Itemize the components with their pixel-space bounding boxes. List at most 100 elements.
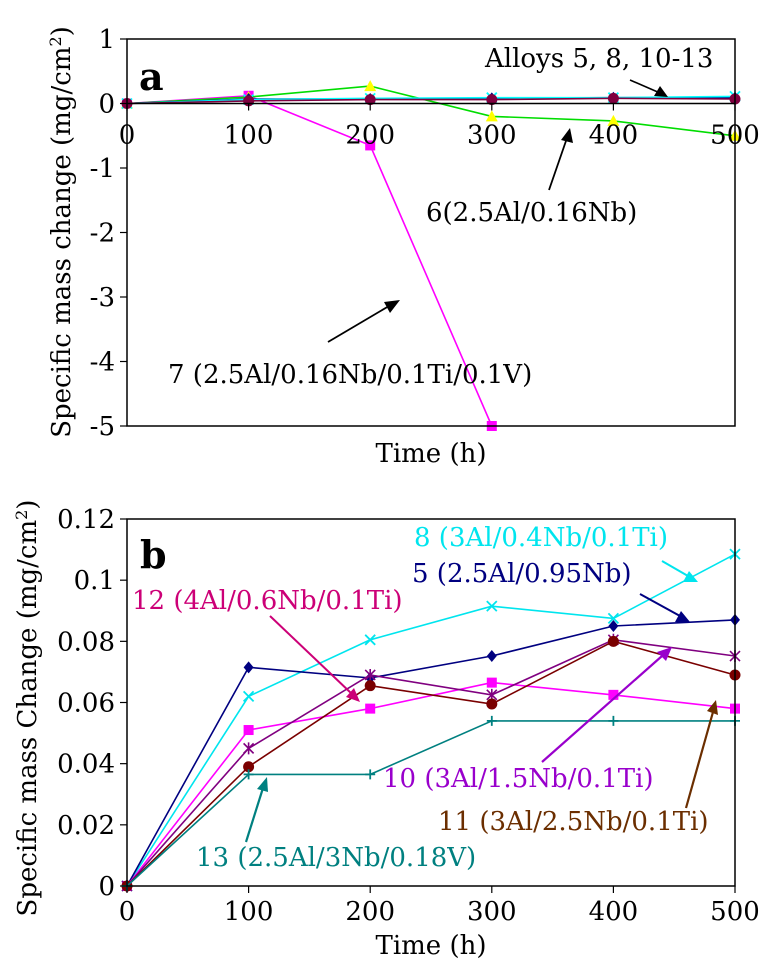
panel-b-series-4-point [607,635,619,647]
panel-b-y-tick-label: 0.04 [57,750,115,780]
panel-b-series-1-point [486,650,497,663]
panel-b-arrow-alloy12 [269,615,353,695]
panel-b-y-axis-label: Specific mass Change (mg/cm2) [12,500,43,917]
panel-a-arrowhead-alloys [654,86,668,97]
panel-b-series-2-point [486,677,497,688]
panel-b-arrow-alloy11 [684,711,715,809]
panel-a-y-tick-label: -2 [90,219,115,249]
panel-b-series-4-point [486,698,498,710]
panel-b-annotation-alloy8: 8 (3Al/0.4Nb/0.1Ti) [414,523,668,553]
panel-a-arrowhead-alloy7 [384,300,400,313]
panel-a-x-tick-label: 200 [345,121,395,151]
panel-b-series-0-point [486,600,498,612]
panel-b-x-tick-label: 200 [345,897,395,927]
panel-b-x-ticks: 0 100 200 300 400 500 [119,886,760,927]
panel-b-arrowhead-alloy5 [675,611,690,622]
panel-b-series-3-point [243,742,255,755]
panel-b-annotation-alloy5: 5 (2.5Al/0.95Nb) [412,559,632,589]
panel-b-y-tick-label: 0 [98,872,115,902]
panel-b-series-2-point [243,725,254,736]
panel-a-y-tick-label: -1 [90,154,115,184]
panel-a-y-axis-label-end: ) [47,26,77,36]
panel-b-y-axis-label-main: Specific mass Change (mg/cm [13,520,43,917]
panel-a-x-tick-label: 0 [119,121,136,151]
panel-a-arrowhead-alloy6 [561,128,573,143]
panel-a-x-ticks: 0 100 200 300 400 500 [119,102,760,151]
panel-b-series-5-point [608,715,619,726]
panel-a-series-4-point [486,94,498,106]
panel-b-y-tick-label: 0.08 [57,627,115,657]
panel-b-arrowhead-alloy10 [657,647,672,661]
panel-a-y-ticks: -5 -4 -3 -2 -1 0 1 [90,25,127,442]
panel-b-series-4-line [126,640,736,887]
panel-b-series-4-point [364,680,376,692]
panel-b-y-tick-label: 0.12 [57,505,115,535]
panel-b-series-2-point [365,703,376,714]
panel-b-arrowhead-alloy8 [683,571,698,582]
panel-b-series-0-line [126,553,736,887]
panel-a-x-axis-label: Time (h) [376,439,487,469]
panel-a-series-1-point [364,80,377,92]
panel-b-y-tick-label: 0.02 [57,811,115,841]
panel-b-y-axis-label-sup: 2 [12,510,31,520]
panel-b-x-tick-label: 300 [467,897,517,927]
panel-a-series-3-line [126,95,736,105]
panel-b-arrowhead-alloy13 [257,777,268,792]
panel-b-y-tick-label: 0.1 [74,566,115,596]
panel-a-annotation-alloy6: 6(2.5Al/0.16Nb) [426,198,637,228]
panel-a-series-4-point [364,94,376,106]
panel-a: 0 100 200 300 400 500 -5-4-3-2-101 a Time (h)… [46,25,760,469]
panel-b-series-1-point [243,661,254,674]
panel-a-x-tick-label: 400 [589,121,639,151]
panel-a-y-tick-label: 0 [98,90,115,120]
panel-a-arrow-alloys [629,79,661,94]
panel-b-arrowhead-alloy11 [707,700,718,715]
panel-a-series-4-point [607,92,619,104]
panel-b-series-2-point [608,689,619,700]
panel-a-arrow-alloy7 [327,305,390,343]
panel-b-series-5-point [365,769,376,780]
panel-b-annotation-alloy10: 10 (3Al/1.5Nb/0.1Ti) [383,764,654,794]
panel-b-x-tick-label: 100 [224,897,274,927]
panel-a-series-0-point [365,140,376,151]
panel-b-series-3-point [364,668,376,681]
panel-a-y-axis-label-sup: 2 [46,36,65,46]
panel-a-series-4-line [126,97,736,105]
panel-b-series-0-point [242,690,255,703]
panel-b-series-3-line [126,638,736,887]
panel-b-arrowhead-alloy12 [346,688,360,702]
panel-b-series-1-line [126,619,736,887]
panel-b: 0 100 200 300 400 500 0 0.02 0.04 0.06 0.08 0.1 0.1… [12,500,760,961]
panel-a-annotation-alloys: Alloys 5, 8, 10-13 [484,44,713,74]
panel-b-series-5-point [486,715,497,726]
panel-b-series-0-point [364,634,376,646]
panel-b-annotation-alloy11: 11 (3Al/2.5Nb/0.1Ti) [438,807,709,837]
panel-b-y-tick-label: 0.06 [57,689,115,719]
panel-a-annotation-alloy7: 7 (2.5Al/0.16Nb/0.1Ti/0.1V) [168,360,532,390]
panel-b-arrow-alloy13 [244,787,265,843]
panel-a-x-tick-label: 300 [467,121,517,151]
panel-a-arrow-alloy6 [548,137,568,191]
panel-b-x-axis-label: Time (h) [376,931,487,961]
panel-a-series-1-point [485,110,498,122]
panel-b-label: b [140,532,167,577]
panel-a-y-tick-label: -3 [90,283,115,313]
panel-b-arrow-alloy10 [541,655,663,763]
panel-b-annotation-alloy13: 13 (2.5Al/3Nb/0.18V) [196,843,476,873]
panel-a-y-axis-label-main: Specific mass change (mg/cm [47,47,77,438]
panel-b-arrow-alloy5 [639,593,681,617]
panel-b-series-5-point [243,769,254,780]
panel-b-series-5-line [126,720,735,887]
panel-b-y-ticks: 0 0.02 0.04 0.06 0.08 0.1 0.12 [57,505,127,902]
panel-a-y-tick-label: -4 [90,348,115,378]
panel-a-x-tick-label: 500 [710,121,760,151]
panel-b-arrow-alloy8 [661,560,689,577]
panel-a-label: a [139,54,164,99]
panel-b-series-1-point [608,620,619,633]
panel-b-series-0-point [607,612,620,625]
panel-a-y-tick-label: 1 [98,25,115,55]
panel-b-x-tick-label: 500 [710,897,760,927]
panel-a-y-axis-label: Specific mass change (mg/cm2) [46,26,77,438]
panel-b-annotation-alloy12: 12 (4Al/0.6Nb/0.1Ti) [132,586,403,616]
